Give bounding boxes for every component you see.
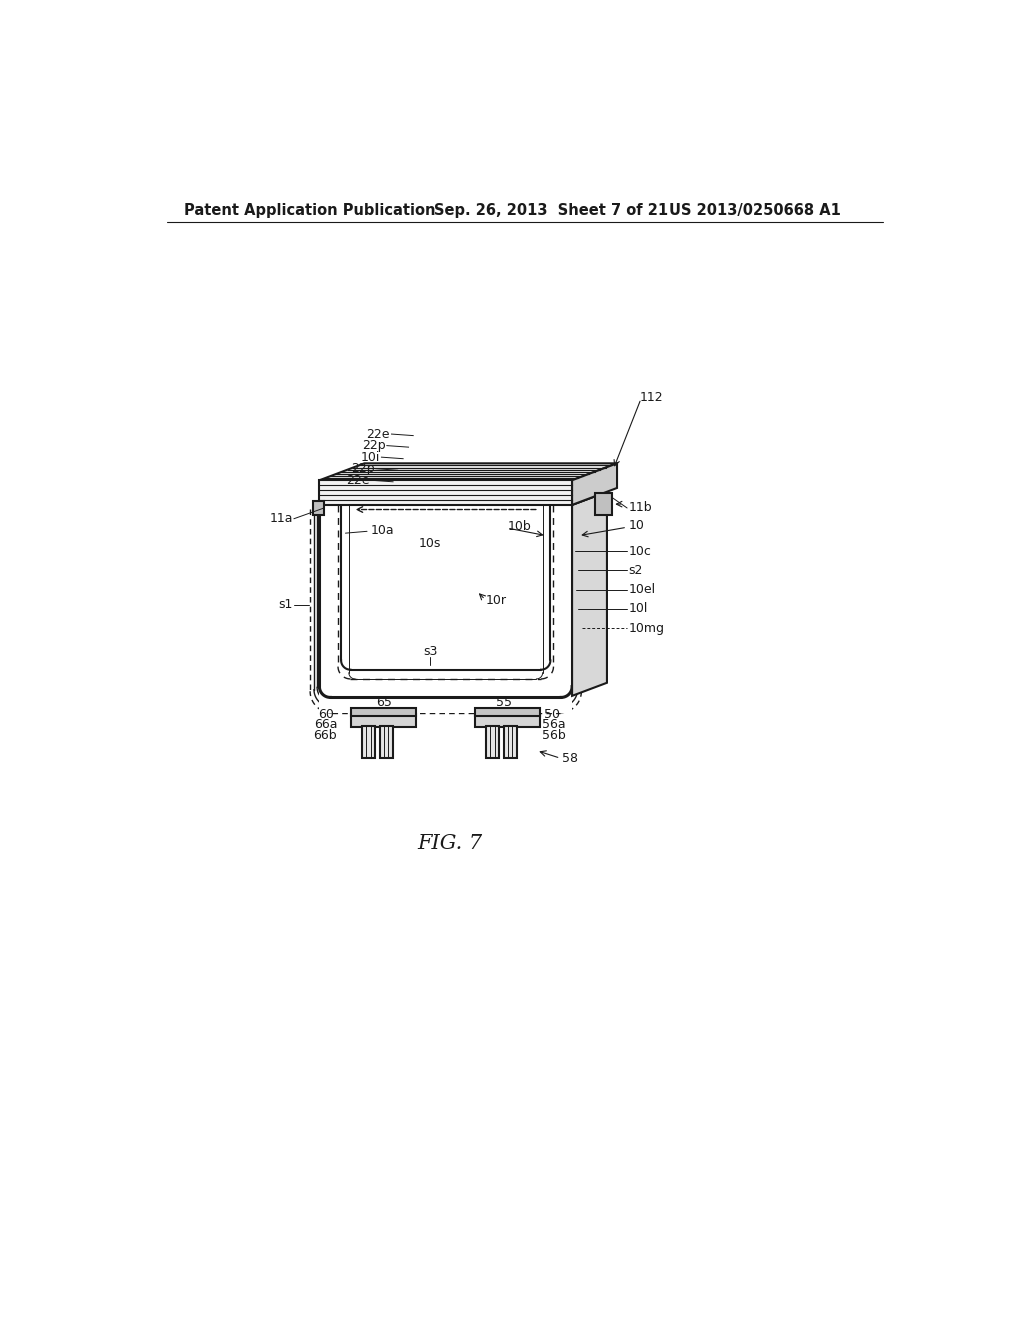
Bar [504,726,517,758]
Bar [475,708,541,715]
Polygon shape [572,492,607,696]
Text: 10s: 10s [419,537,441,550]
Text: 56a: 56a [542,718,565,731]
Bar [595,494,611,515]
Text: 10r: 10r [486,594,507,607]
Bar [475,714,541,727]
Text: s3: s3 [423,644,437,657]
Text: 10mg: 10mg [629,622,665,635]
Bar [380,726,393,758]
Polygon shape [319,463,617,480]
Text: s1: s1 [279,598,293,611]
Bar [550,506,572,686]
Text: 22p: 22p [351,462,375,475]
Text: 50: 50 [544,708,560,721]
Bar [486,726,500,758]
Bar [341,506,550,713]
Bar [319,671,572,713]
Text: 10a: 10a [371,524,394,537]
Text: Sep. 26, 2013  Sheet 7 of 21: Sep. 26, 2013 Sheet 7 of 21 [434,203,669,218]
Polygon shape [319,492,607,506]
Text: US 2013/0250668 A1: US 2013/0250668 A1 [669,203,841,218]
Text: 10b: 10b [508,520,531,533]
Text: 56b: 56b [542,729,565,742]
Text: 10i: 10i [360,450,380,463]
Bar [319,506,341,686]
Text: 11a: 11a [269,512,293,525]
Text: 112: 112 [640,391,664,404]
Text: 66a: 66a [313,718,337,731]
Bar [351,708,417,715]
Text: 65: 65 [376,696,392,709]
Text: Patent Application Publication: Patent Application Publication [183,203,435,218]
Text: 22p: 22p [361,440,385,453]
Text: 60: 60 [318,708,334,721]
Bar [362,726,375,758]
Text: 22e: 22e [346,474,370,487]
Text: 55: 55 [496,696,512,709]
Bar [351,714,417,727]
Text: FIG. 7: FIG. 7 [417,834,482,853]
Polygon shape [572,463,617,506]
Text: 10l: 10l [629,602,648,615]
Polygon shape [319,480,572,506]
Text: 66b: 66b [313,729,337,742]
Bar [313,502,324,515]
Text: 11b: 11b [629,502,652,515]
Text: 10el: 10el [629,583,655,597]
Text: s2: s2 [629,564,643,577]
Text: 10c: 10c [629,545,651,557]
Text: 22e: 22e [367,428,390,441]
Text: 58: 58 [562,751,578,764]
Text: 10: 10 [629,519,644,532]
